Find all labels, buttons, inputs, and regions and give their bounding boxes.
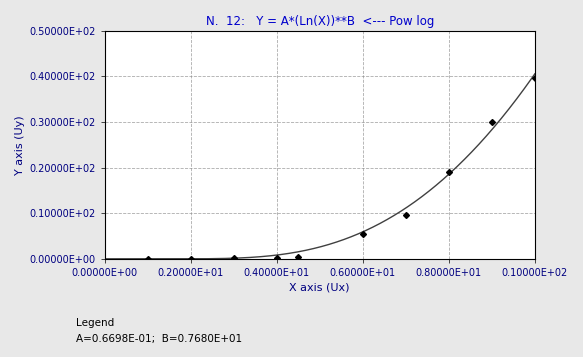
Y-axis label: Y axis (Uy): Y axis (Uy): [15, 115, 25, 175]
X-axis label: X axis (Ux): X axis (Ux): [290, 282, 350, 292]
Text: A=0.6698E-01;  B=0.7680E+01: A=0.6698E-01; B=0.7680E+01: [76, 334, 242, 344]
Title: N.  12:   Y = A*(Ln(X))**B  <--- Pow log: N. 12: Y = A*(Ln(X))**B <--- Pow log: [206, 15, 434, 28]
Text: Legend: Legend: [76, 318, 114, 328]
